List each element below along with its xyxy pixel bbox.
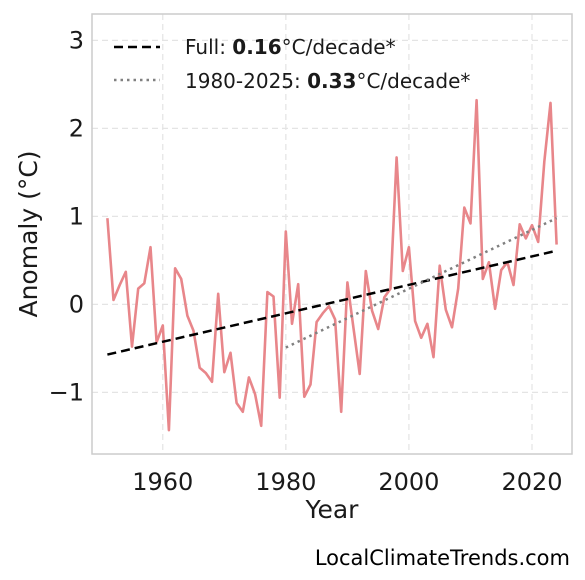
x-tick-label: 2020 [501, 468, 562, 496]
full-trend-line [107, 249, 557, 356]
x-axis-title: Year [305, 495, 360, 524]
series-group [106, 98, 558, 432]
x-tick-label: 2000 [378, 468, 439, 496]
plot-frame [91, 13, 573, 455]
y-tick-label: −1 [49, 378, 84, 406]
legend-recent-unit: °C/decade* [356, 69, 470, 93]
y-tick-labels: −1 0 1 2 3 [49, 26, 84, 406]
legend-full-text: Full: 0.16°C/decade* [185, 35, 396, 59]
legend-recent-label: 1980-2025: [185, 69, 307, 93]
y-axis-title: Anomaly (°C) [14, 150, 43, 317]
legend-recent-value: 0.33 [307, 69, 356, 93]
legend-full-value: 0.16 [232, 35, 281, 59]
watermark: LocalClimateTrends.com [314, 546, 570, 570]
legend-full-label: Full: [185, 35, 232, 59]
y-tick-label: 1 [69, 202, 84, 230]
y-tick-label: 0 [69, 290, 84, 318]
legend: Full: 0.16°C/decade* 1980-2025: 0.33°C/d… [114, 35, 470, 93]
x-tick-label: 1960 [132, 468, 193, 496]
recent-trend-line [285, 217, 558, 349]
x-tick-label: 1980 [255, 468, 316, 496]
x-tick-labels: 1960 1980 2000 2020 [132, 468, 562, 496]
legend-full-unit: °C/decade* [282, 35, 396, 59]
legend-recent-text: 1980-2025: 0.33°C/decade* [185, 69, 470, 93]
y-tick-label: 2 [69, 114, 84, 142]
trend-lines [107, 217, 558, 356]
y-tick-label: 3 [69, 26, 84, 54]
anomaly-series-line [106, 98, 558, 432]
